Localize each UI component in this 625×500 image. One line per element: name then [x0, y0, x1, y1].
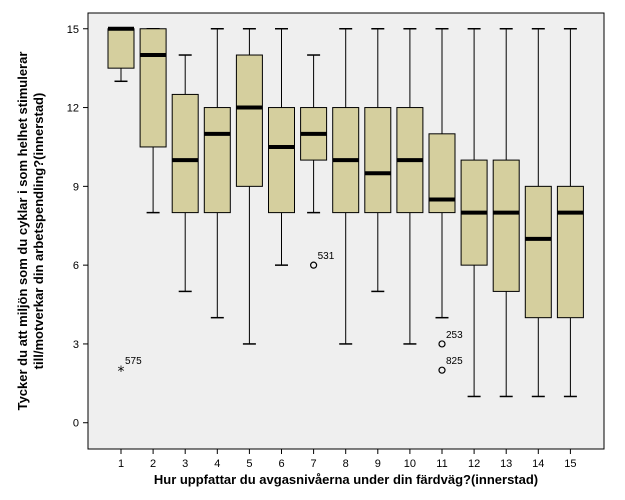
box-2 — [139, 28, 167, 214]
box-12 — [460, 28, 488, 398]
y-tick-label: 0 — [73, 418, 79, 430]
box-4 — [203, 28, 231, 319]
outlier-marker — [438, 366, 446, 374]
box-5 — [235, 28, 263, 345]
box-body — [139, 28, 167, 148]
box-7 — [300, 54, 328, 214]
box-body — [203, 107, 231, 214]
box-body — [492, 159, 520, 292]
box-9 — [364, 28, 392, 293]
x-tick-label: 7 — [311, 458, 317, 470]
box-6 — [268, 28, 295, 266]
box-body — [107, 28, 135, 69]
box-body — [556, 185, 584, 319]
outlier-label: 531 — [318, 251, 335, 262]
x-tick-label: 2 — [150, 458, 156, 470]
outlier-extreme-marker: * — [118, 364, 125, 380]
box-body — [171, 93, 199, 214]
box-body — [235, 54, 263, 187]
y-axis-title-line-2: till/motverkar din arbetspendling?(inner… — [31, 93, 46, 370]
y-tick-label: 15 — [67, 24, 79, 36]
box-10 — [396, 28, 424, 345]
outlier-label: 825 — [446, 356, 463, 367]
y-tick-label: 9 — [73, 181, 79, 193]
box-3 — [171, 54, 199, 293]
outlier-label: 253 — [446, 330, 463, 341]
outlier-marker — [310, 261, 318, 269]
box-14 — [524, 28, 552, 398]
y-tick-label: 3 — [73, 339, 79, 351]
x-tick-label: 9 — [375, 458, 381, 470]
x-tick-label: 10 — [404, 458, 416, 470]
x-tick-label: 15 — [564, 458, 576, 470]
x-tick-label: 12 — [468, 458, 480, 470]
x-tick-label: 14 — [532, 458, 544, 470]
y-tick-label: 12 — [67, 103, 79, 115]
x-tick-label: 5 — [246, 458, 252, 470]
outlier-label: 575 — [125, 356, 142, 367]
box-body — [524, 185, 552, 319]
box-1 — [107, 26, 135, 83]
x-tick-label: 11 — [436, 458, 447, 470]
box-8 — [332, 28, 360, 345]
x-axis-title: Hur uppfattar du avgasnivåerna under din… — [154, 472, 538, 487]
outlier-marker — [438, 340, 446, 348]
x-tick-label: 1 — [118, 458, 124, 470]
x-tick-label: 8 — [343, 458, 349, 470]
x-tick-label: 3 — [182, 458, 188, 470]
y-tick-label: 6 — [73, 260, 79, 272]
box-11 — [428, 28, 456, 319]
box-body — [364, 107, 392, 214]
y-axis-title-line-1: Tycker du att miljön som du cyklar i som… — [15, 52, 30, 411]
x-tick-label: 4 — [214, 458, 220, 470]
x-tick-label: 13 — [500, 458, 512, 470]
box-13 — [492, 28, 520, 398]
box-15 — [556, 28, 584, 398]
box-body — [268, 107, 295, 214]
x-tick-label: 6 — [278, 458, 284, 470]
